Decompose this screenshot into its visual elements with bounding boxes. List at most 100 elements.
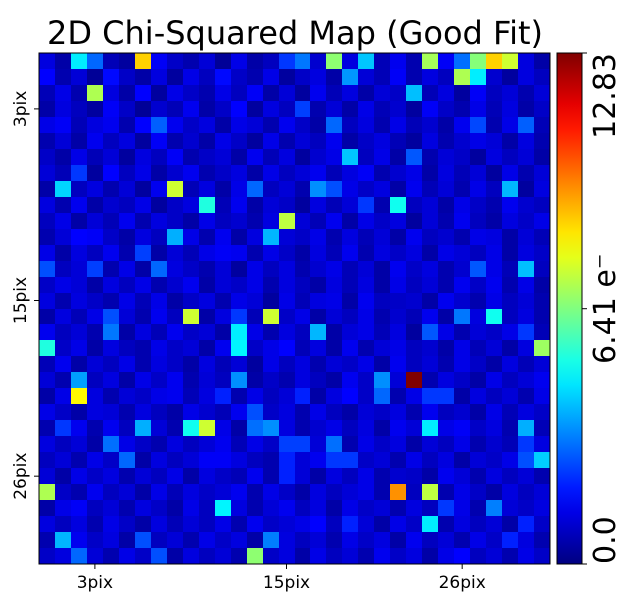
heatmap-cell [295, 404, 310, 420]
heatmap-cell [326, 261, 342, 277]
x-tick-label: 26pix [439, 573, 486, 593]
heatmap-cell [310, 117, 326, 133]
heatmap-cell [438, 516, 454, 532]
x-tick-label: 3pix [77, 573, 113, 593]
heatmap-cell [151, 388, 167, 404]
heatmap-cell [534, 85, 550, 101]
heatmap-cell [199, 101, 215, 117]
heatmap-cell [103, 404, 119, 420]
heatmap-cell [518, 197, 534, 213]
heatmap-cell [135, 53, 151, 69]
heatmap-cell [215, 261, 231, 277]
heatmap-cell [374, 324, 390, 340]
heatmap-cell [502, 516, 518, 532]
heatmap-cell [390, 452, 406, 468]
heatmap-cell [199, 261, 215, 277]
heatmap-cell [422, 516, 438, 532]
heatmap-cell [183, 277, 199, 293]
heatmap-cell [231, 309, 247, 324]
heatmap-cell [135, 324, 151, 340]
heatmap-cell [167, 53, 183, 69]
heatmap-cell [247, 133, 263, 149]
heatmap-cell [39, 356, 55, 372]
heatmap-cell [534, 181, 550, 197]
heatmap-cell [518, 117, 534, 133]
heatmap-cell [502, 356, 518, 372]
heatmap-cell [151, 372, 167, 388]
heatmap-cell [87, 388, 103, 404]
heatmap-cell [358, 468, 374, 484]
heatmap-cell [374, 404, 390, 420]
heatmap-cell [534, 309, 550, 324]
heatmap-cell [199, 181, 215, 197]
heatmap-cell [390, 165, 406, 181]
heatmap-cell [310, 133, 326, 149]
heatmap-cell [55, 85, 71, 101]
heatmap-cell [183, 372, 199, 388]
heatmap-cell [454, 516, 470, 532]
heatmap-cell [422, 372, 438, 388]
heatmap-cell [151, 356, 167, 372]
heatmap-cell [215, 117, 231, 133]
heatmap-cell [151, 484, 167, 500]
heatmap-cell [279, 133, 295, 149]
heatmap-cell [151, 293, 167, 309]
heatmap-cell [151, 309, 167, 324]
heatmap-cell [438, 245, 454, 261]
heatmap-cell [119, 101, 135, 117]
heatmap-cell [438, 229, 454, 245]
heatmap-cell [438, 436, 454, 452]
heatmap-cell [151, 548, 167, 564]
heatmap-cell [247, 69, 263, 85]
heatmap-cell [342, 468, 358, 484]
heatmap-cell [310, 484, 326, 500]
heatmap-cell [534, 101, 550, 117]
heatmap-cell [422, 548, 438, 564]
heatmap-cell [87, 229, 103, 245]
heatmap-cell [55, 356, 71, 372]
heatmap-cell [71, 500, 87, 516]
heatmap-cell [470, 356, 486, 372]
heatmap-cell [342, 532, 358, 548]
heatmap-cell [518, 245, 534, 261]
heatmap-cell [279, 340, 295, 356]
heatmap-cell [119, 548, 135, 564]
heatmap-cell [103, 340, 119, 356]
heatmap-cell [518, 548, 534, 564]
heatmap-cell [199, 516, 215, 532]
heatmap-cell [342, 261, 358, 277]
heatmap-cell [39, 309, 55, 324]
heatmap-cell [502, 133, 518, 149]
heatmap-cell [342, 452, 358, 468]
heatmap-cell [39, 388, 55, 404]
heatmap-cell [119, 484, 135, 500]
heatmap-cell [390, 420, 406, 436]
heatmap-cell [247, 324, 263, 340]
heatmap-cell [438, 548, 454, 564]
heatmap-cell [215, 340, 231, 356]
heatmap-cell [39, 117, 55, 133]
heatmap-cell [39, 372, 55, 388]
heatmap-cell [151, 85, 167, 101]
heatmap-cell [470, 69, 486, 85]
heatmap-cell [247, 101, 263, 117]
heatmap-cell [87, 548, 103, 564]
heatmap-cell [135, 548, 151, 564]
heatmap-cell [215, 133, 231, 149]
heatmap-cell [295, 245, 310, 261]
heatmap-cell [71, 245, 87, 261]
heatmap-cell [55, 436, 71, 452]
heatmap-cell [215, 468, 231, 484]
heatmap-cell [167, 548, 183, 564]
heatmap-cell [534, 340, 550, 356]
heatmap-cell [135, 165, 151, 181]
heatmap-cell [374, 420, 390, 436]
heatmap-cell [390, 181, 406, 197]
heatmap-cell [422, 53, 438, 69]
heatmap-cell [310, 277, 326, 293]
heatmap-cell [55, 181, 71, 197]
heatmap-cell [119, 388, 135, 404]
heatmap-cell [470, 53, 486, 69]
heatmap-cell [231, 500, 247, 516]
heatmap-cell [167, 101, 183, 117]
